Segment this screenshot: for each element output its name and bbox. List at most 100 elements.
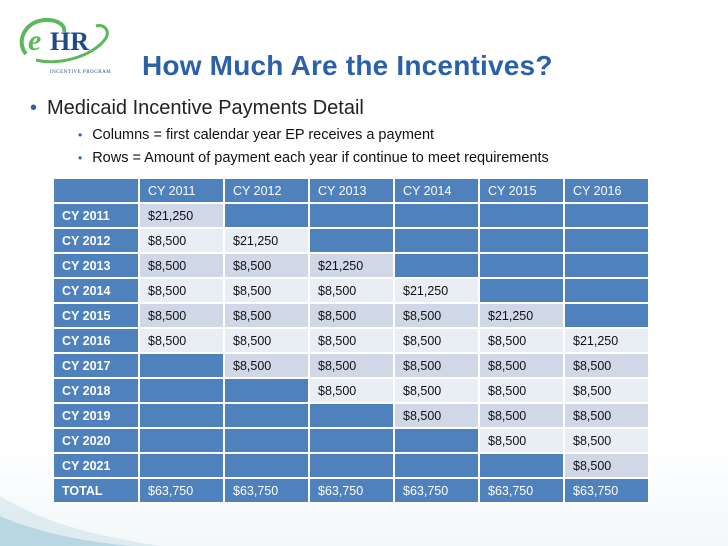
payment-cell: $8,500	[138, 327, 225, 354]
table-row: CY 2021 $8,500	[52, 452, 650, 479]
payment-cell: $8,500	[308, 377, 395, 404]
svg-text:HR: HR	[50, 27, 89, 56]
payment-cell: $8,500	[308, 277, 395, 304]
empty-cell	[308, 452, 395, 479]
payment-cell: $8,500	[563, 402, 650, 429]
total-cell: $63,750	[478, 477, 565, 504]
payment-cell: $8,500	[308, 327, 395, 354]
row-header-cell: CY 2018	[52, 377, 140, 404]
empty-cell	[393, 252, 480, 279]
empty-cell	[138, 452, 225, 479]
payment-cell: $8,500	[563, 452, 650, 479]
header-cell: CY 2014	[393, 177, 480, 204]
payment-cell: $8,500	[308, 352, 395, 379]
sub-bullet-text: Columns = first calendar year EP receive…	[92, 127, 435, 143]
main-bullet: • Medicaid Incentive Payments Detail	[30, 97, 364, 120]
table-row: CY 2015 $8,500 $8,500 $8,500 $8,500 $21,250	[52, 302, 650, 329]
empty-cell	[138, 352, 225, 379]
total-cell: $63,750	[138, 477, 225, 504]
ehr-logo-mark: e HR	[19, 17, 109, 64]
payment-cell: $8,500	[478, 402, 565, 429]
row-header-cell: CY 2019	[52, 402, 140, 429]
header-cell: CY 2012	[223, 177, 310, 204]
empty-cell	[563, 227, 650, 254]
logo-subtitle: INCENTIVE PROGRAM	[50, 70, 112, 75]
payment-cell: $21,250	[478, 302, 565, 329]
header-cell: CY 2011	[138, 177, 225, 204]
payment-cell: $8,500	[308, 302, 395, 329]
sub-bullet-text: Rows = Amount of payment each year if co…	[92, 150, 549, 166]
payment-cell: $8,500	[478, 377, 565, 404]
table-row: CY 2011 $21,250	[52, 202, 650, 229]
empty-cell	[308, 402, 395, 429]
payment-cell: $8,500	[563, 352, 650, 379]
table-header-row: CY 2011 CY 2012 CY 2013 CY 2014 CY 2015 …	[52, 177, 650, 204]
total-label-cell: TOTAL	[52, 477, 140, 504]
empty-cell	[223, 402, 310, 429]
payment-cell: $8,500	[478, 352, 565, 379]
empty-cell	[223, 452, 310, 479]
total-cell: $63,750	[393, 477, 480, 504]
payment-cell: $8,500	[223, 352, 310, 379]
table-row: CY 2019 $8,500 $8,500 $8,500	[52, 402, 650, 429]
row-header-cell: CY 2014	[52, 277, 140, 304]
empty-cell	[138, 377, 225, 404]
incentive-payments-table: CY 2011 CY 2012 CY 2013 CY 2014 CY 2015 …	[52, 177, 650, 504]
total-cell: $63,750	[563, 477, 650, 504]
empty-cell	[393, 427, 480, 454]
table-row: CY 2014 $8,500 $8,500 $8,500 $21,250	[52, 277, 650, 304]
row-header-cell: CY 2015	[52, 302, 140, 329]
empty-cell	[563, 252, 650, 279]
table-row: CY 2016 $8,500 $8,500 $8,500 $8,500 $8,500 $21…	[52, 327, 650, 354]
row-header-cell: CY 2016	[52, 327, 140, 354]
empty-cell	[138, 402, 225, 429]
row-header-cell: CY 2020	[52, 427, 140, 454]
payment-cell: $8,500	[393, 402, 480, 429]
row-header-cell: CY 2021	[52, 452, 140, 479]
row-header-cell: CY 2017	[52, 352, 140, 379]
payment-cell: $21,250	[223, 227, 310, 254]
row-header-cell: CY 2011	[52, 202, 140, 229]
payment-cell: $21,250	[393, 277, 480, 304]
table-row: CY 2017 $8,500 $8,500 $8,500 $8,500 $8,500	[52, 352, 650, 379]
table-row: CY 2018 $8,500 $8,500 $8,500 $8,500	[52, 377, 650, 404]
payment-cell: $8,500	[563, 377, 650, 404]
payment-cell: $8,500	[138, 227, 225, 254]
payment-cell: $8,500	[393, 352, 480, 379]
header-cell: CY 2016	[563, 177, 650, 204]
payment-cell: $8,500	[393, 327, 480, 354]
empty-cell	[393, 202, 480, 229]
empty-cell	[478, 252, 565, 279]
payment-cell: $8,500	[138, 252, 225, 279]
sub-bullet: • Columns = first calendar year EP receiv…	[78, 127, 434, 143]
table-row: CY 2012 $8,500 $21,250	[52, 227, 650, 254]
empty-cell	[138, 427, 225, 454]
empty-cell	[393, 227, 480, 254]
main-bullet-text: Medicaid Incentive Payments Detail	[47, 97, 364, 119]
empty-cell	[223, 427, 310, 454]
payment-cell: $8,500	[223, 302, 310, 329]
payment-cell: $21,250	[563, 327, 650, 354]
bullet-icon: •	[78, 128, 83, 142]
payment-cell: $8,500	[478, 327, 565, 354]
empty-cell	[223, 202, 310, 229]
header-cell: CY 2013	[308, 177, 395, 204]
total-row: TOTAL $63,750 $63,750 $63,750 $63,750 $63,750…	[52, 477, 650, 504]
ehr-logo: e HR INCENTIVE PROGRAM	[14, 14, 114, 75]
empty-cell	[563, 202, 650, 229]
payment-cell: $8,500	[478, 427, 565, 454]
total-cell: $63,750	[308, 477, 395, 504]
sub-bullet: • Rows = Amount of payment each year if c…	[78, 150, 549, 166]
bullet-icon: •	[78, 151, 83, 165]
payment-cell: $8,500	[138, 302, 225, 329]
payment-cell: $8,500	[563, 427, 650, 454]
payment-cell: $8,500	[393, 302, 480, 329]
table-row: CY 2020 $8,500 $8,500	[52, 427, 650, 454]
empty-cell	[478, 452, 565, 479]
payment-cell: $8,500	[223, 252, 310, 279]
empty-cell	[308, 227, 395, 254]
empty-cell	[478, 202, 565, 229]
row-header-cell: CY 2013	[52, 252, 140, 279]
header-cell: CY 2015	[478, 177, 565, 204]
empty-cell	[563, 302, 650, 329]
